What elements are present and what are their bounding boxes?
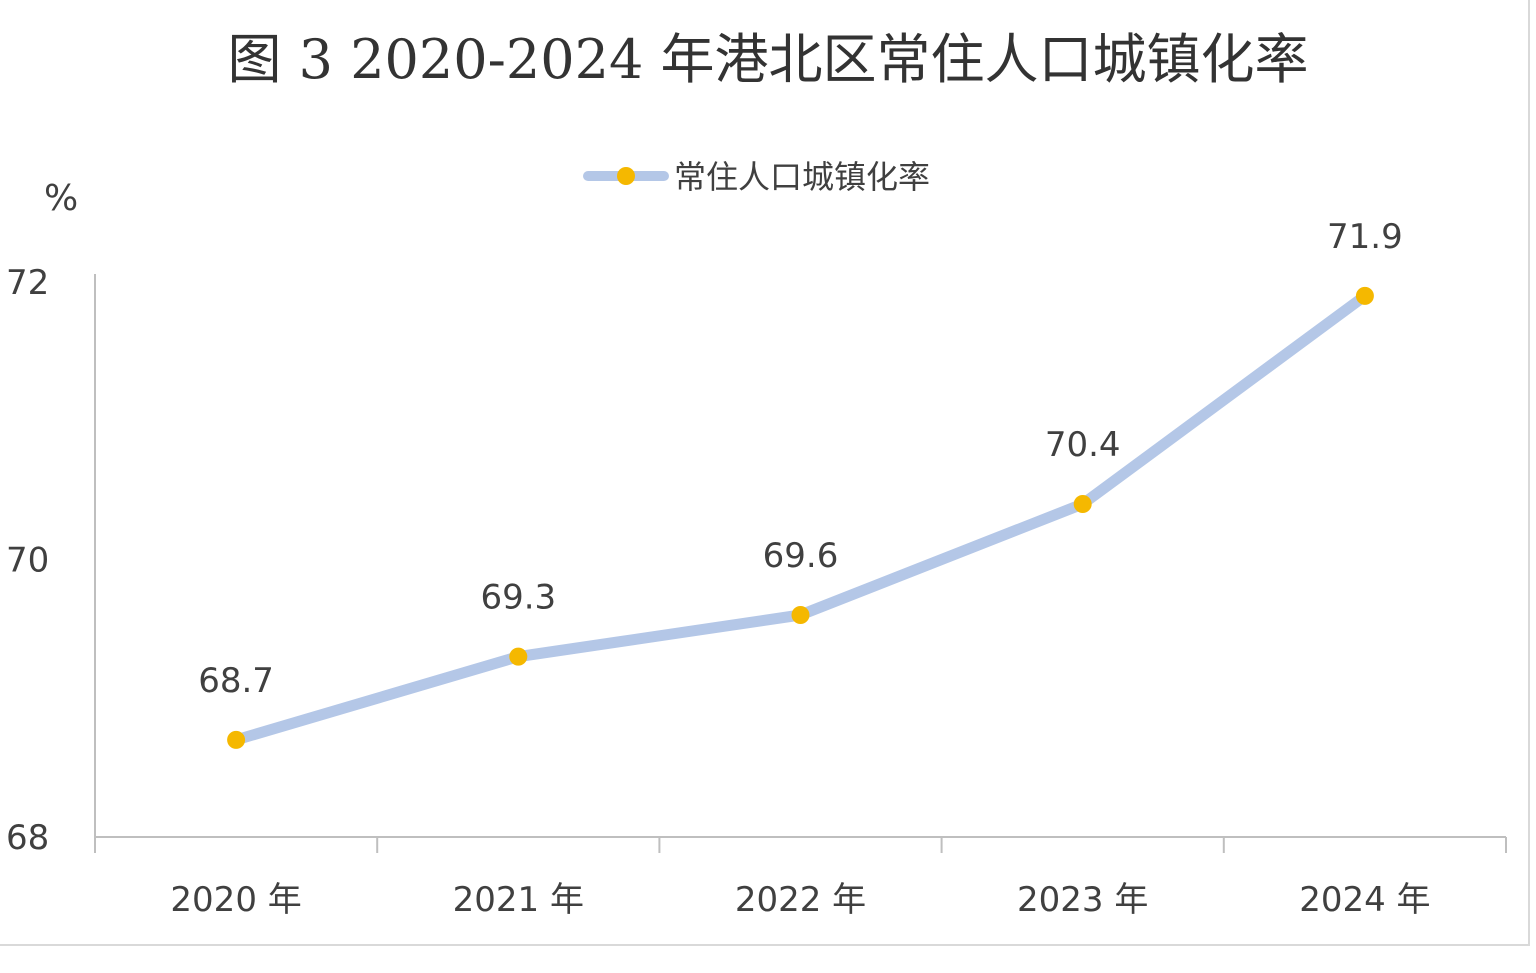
data-point-marker: [791, 606, 810, 624]
y-tick-labels: 68 70 72: [6, 263, 49, 858]
x-tick-label: 2020 年: [170, 880, 301, 920]
data-labels: 68.7 69.3 69.6 70.4 71.9: [198, 217, 1403, 701]
data-point-marker: [227, 730, 246, 749]
data-point-marker: [1355, 286, 1374, 305]
series-line: [230, 290, 1371, 746]
x-tick-labels: 2020 年 2021 年 2022 年 2023 年 2024 年: [170, 880, 1430, 920]
data-point-marker: [1073, 495, 1092, 513]
data-label: 70.4: [1045, 425, 1121, 465]
data-point-marker: [509, 647, 528, 666]
data-label: 71.9: [1327, 217, 1403, 257]
x-tick-label: 2024 年: [1299, 880, 1430, 920]
legend-label: 常住人口城镇化率: [674, 158, 930, 196]
legend-marker-swatch: [617, 167, 635, 185]
data-label: 69.6: [763, 536, 839, 576]
series-urbanization-rate: [227, 286, 1374, 749]
y-tick-label: 72: [6, 263, 49, 303]
axes: [94, 274, 1507, 853]
y-tick-label: 68: [6, 818, 49, 858]
chart-title: 图 3 2020-2024 年港北区常住人口城镇化率: [228, 28, 1309, 91]
legend: 常住人口城镇化率: [583, 158, 930, 196]
x-tick-label: 2022 年: [735, 880, 866, 920]
data-label: 68.7: [198, 661, 274, 701]
y-axis-unit-label: %: [44, 178, 78, 219]
data-label: 69.3: [480, 578, 556, 618]
x-tick-label: 2021 年: [453, 880, 584, 920]
x-tick-label: 2023 年: [1017, 880, 1148, 920]
chart-frame: [0, 0, 1530, 946]
y-tick-label: 70: [6, 541, 49, 581]
